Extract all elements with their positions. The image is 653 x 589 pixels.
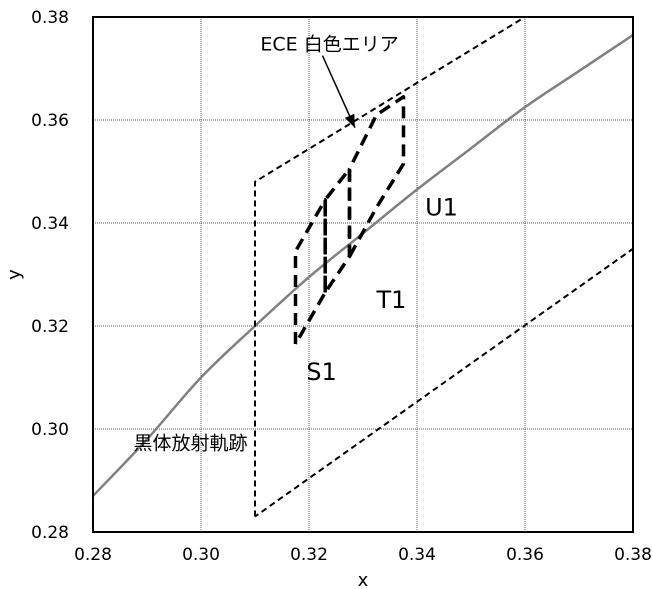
s1-label: S1 [306, 358, 337, 386]
series-T1 [323, 167, 352, 294]
x-tick-label: 0.30 [182, 545, 220, 565]
x-tick-label: 0.38 [614, 545, 652, 565]
y-tick-label: 0.32 [31, 317, 69, 337]
x-tick-label: 0.34 [398, 545, 436, 565]
series-layer [93, 17, 633, 518]
x-tick-label: 0.28 [74, 545, 112, 565]
x-tick-label: 0.36 [506, 545, 544, 565]
tick-labels: 0.28 0.30 0.32 0.34 0.36 0.38 0.28 0.30 0.32 0.34… [31, 8, 652, 565]
y-tick-label: 0.30 [31, 420, 69, 440]
y-tick-label: 0.28 [31, 523, 69, 543]
y-tick-label: 0.38 [31, 8, 69, 28]
series-ECE 白色エリア [254, 17, 633, 518]
ece-label: ECE 白色エリア [260, 33, 398, 55]
x-axis-label: x [358, 570, 369, 589]
series-S1 [293, 198, 327, 345]
plot-frame [92, 16, 634, 533]
arrow-line [321, 55, 356, 129]
y-tick-label: 0.34 [31, 214, 69, 234]
series-黒体放射軌跡 [93, 33, 633, 497]
x-tick-label: 0.32 [290, 545, 328, 565]
arrow-head [344, 113, 355, 128]
t1-label: T1 [376, 286, 407, 314]
y-axis-label: y [4, 269, 25, 280]
y-tick-label: 0.36 [31, 111, 69, 131]
u1-label: U1 [425, 193, 458, 221]
series-U1 [347, 95, 406, 258]
blackbody-label: 黒体放射軌跡 [134, 433, 248, 455]
grid [93, 17, 633, 532]
